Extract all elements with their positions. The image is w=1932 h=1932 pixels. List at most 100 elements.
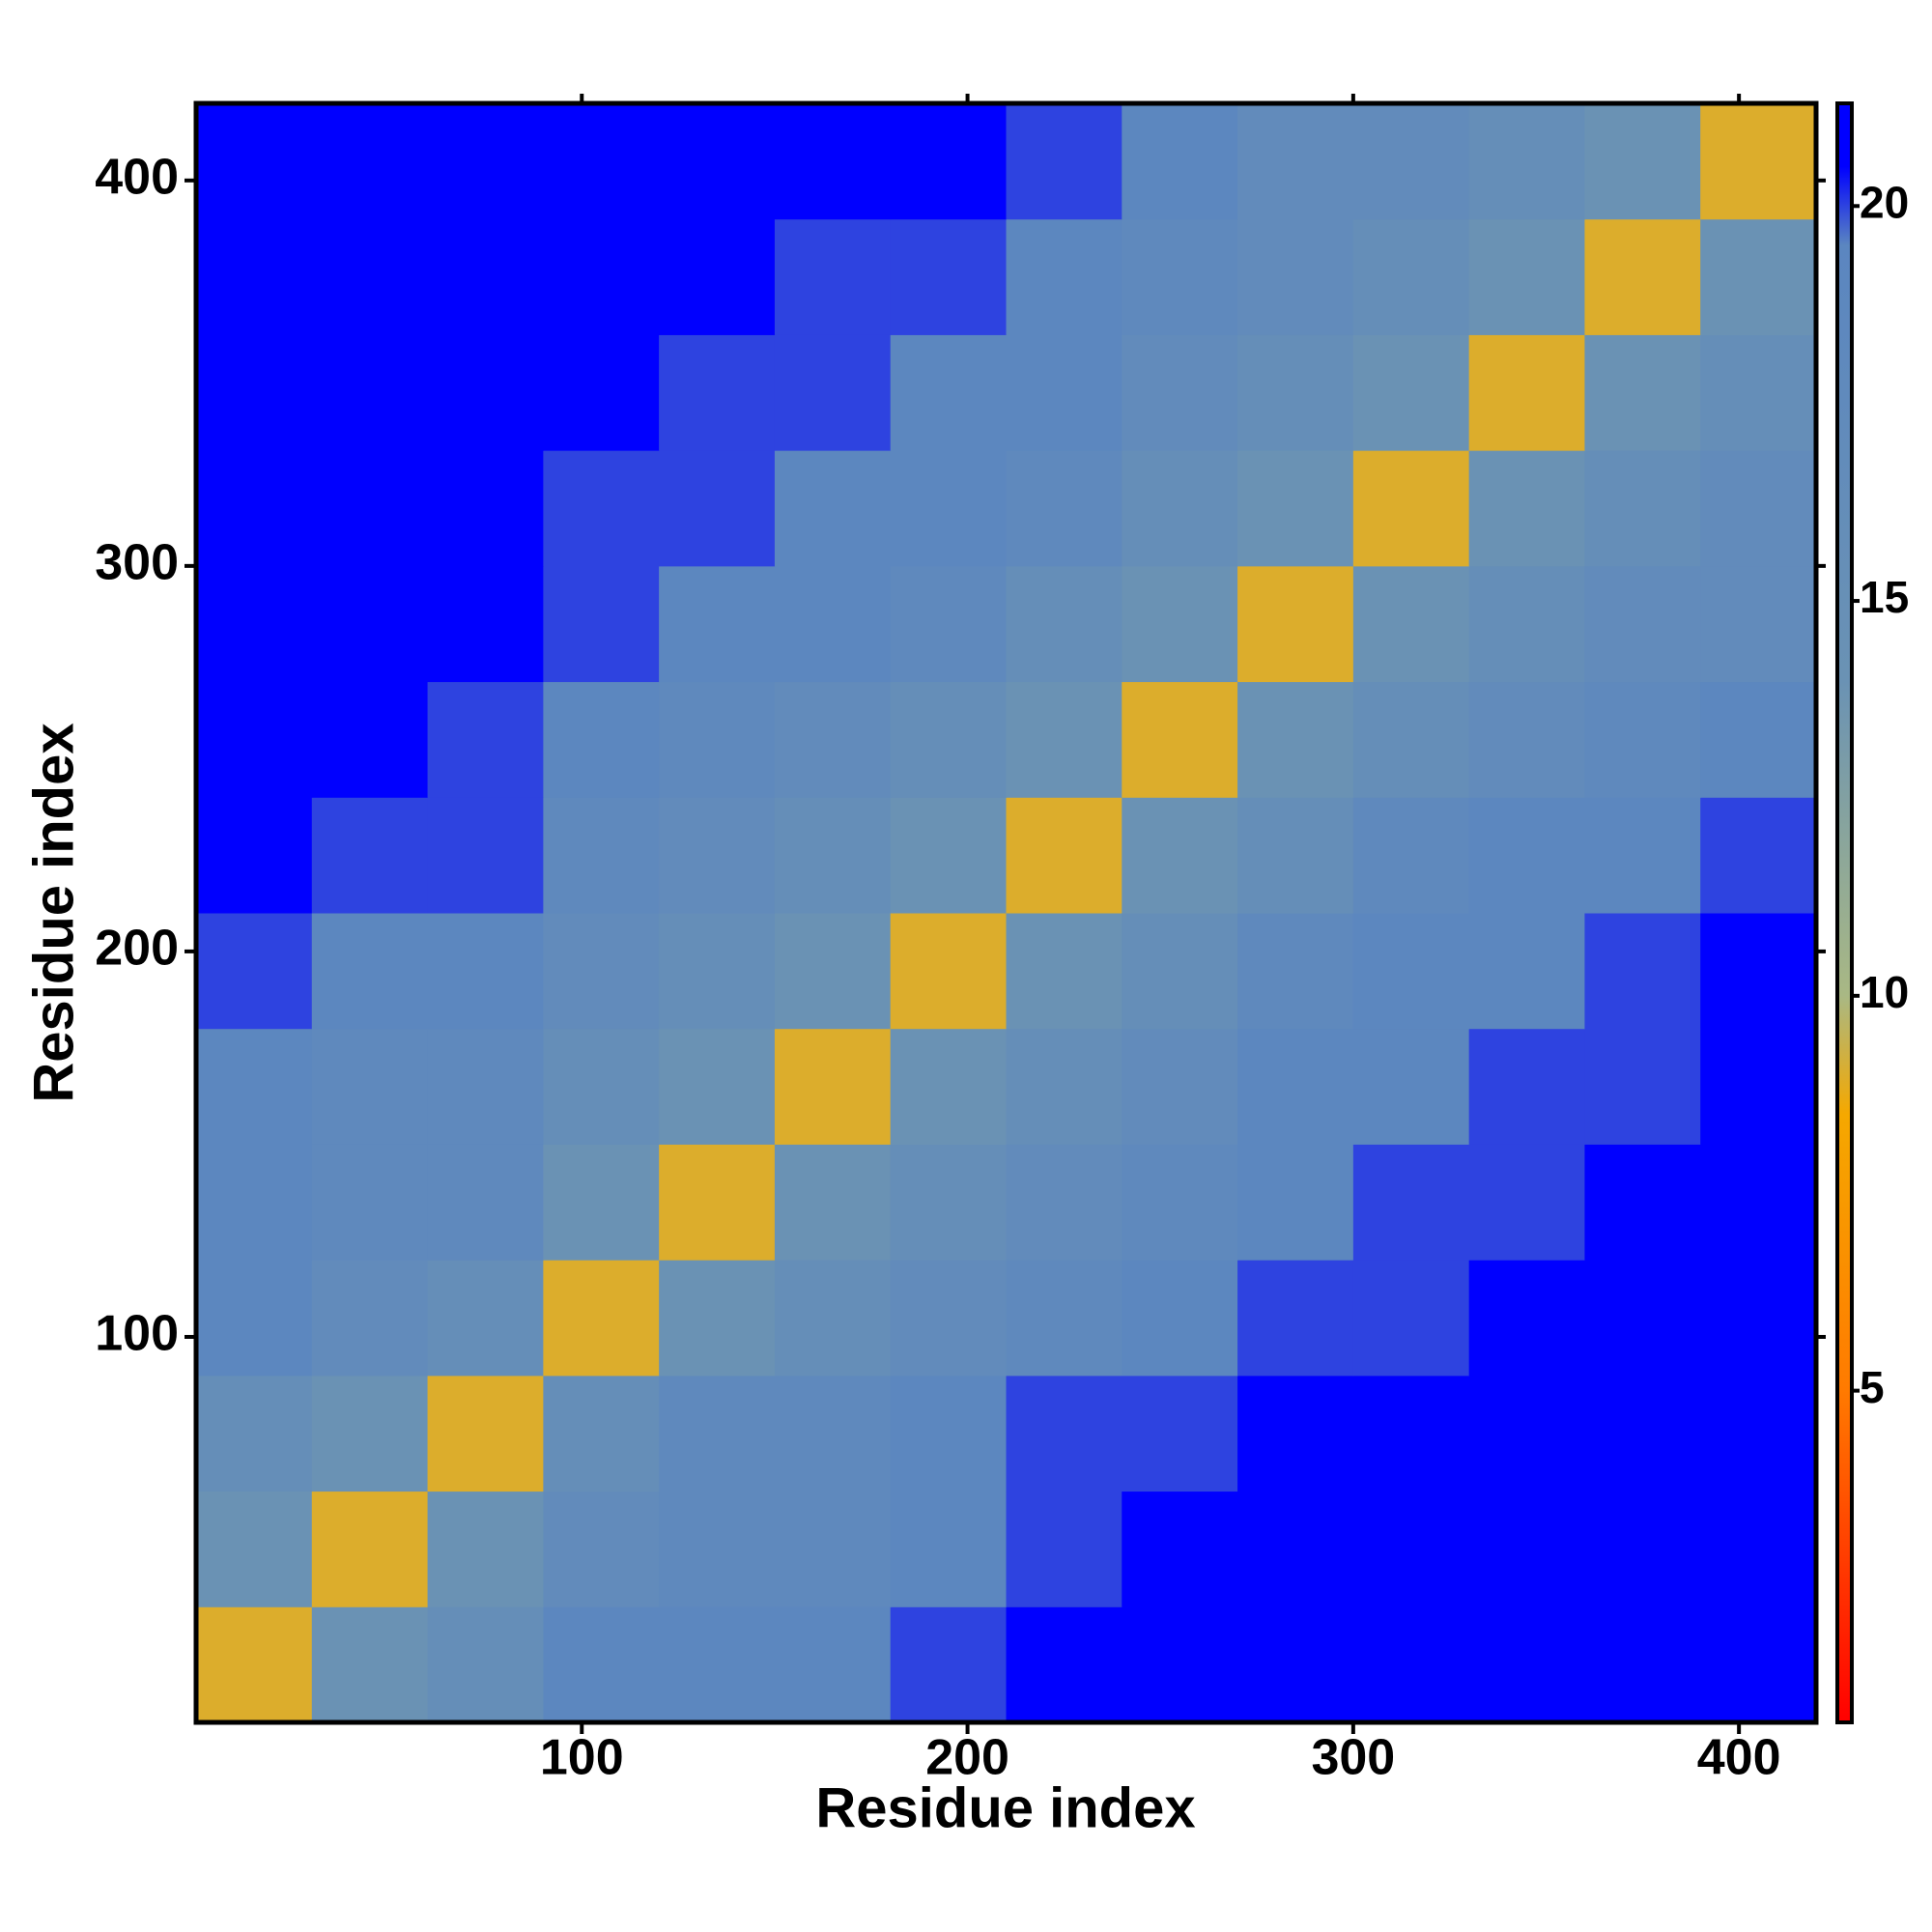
heatmap-cell bbox=[427, 1375, 544, 1492]
heatmap-cell bbox=[196, 218, 313, 335]
heatmap-cell bbox=[1006, 103, 1122, 220]
heatmap-cell bbox=[1237, 1144, 1354, 1261]
heatmap-cell bbox=[1006, 334, 1122, 451]
y-axis-title: Residue index bbox=[22, 723, 85, 1102]
heatmap-cell bbox=[890, 797, 1007, 914]
heatmap-cell bbox=[1006, 913, 1122, 1030]
heatmap-cell bbox=[774, 103, 892, 220]
heatmap-cell bbox=[1700, 1375, 1817, 1492]
heatmap-cell bbox=[1006, 218, 1122, 335]
heatmap-cell bbox=[1006, 1491, 1122, 1607]
heatmap-cell bbox=[1122, 1260, 1238, 1377]
heatmap-cell bbox=[196, 797, 313, 914]
heatmap-cell bbox=[1584, 1028, 1701, 1145]
heatmap-cell bbox=[1468, 681, 1585, 798]
heatmap-cell bbox=[1352, 681, 1470, 798]
heatmap-cell bbox=[311, 103, 429, 220]
y-tick-label: 300 bbox=[95, 535, 179, 591]
heatmap-cell bbox=[1352, 334, 1470, 451]
heatmap-cell bbox=[890, 1028, 1007, 1145]
colorbar bbox=[1835, 101, 1854, 1724]
heatmap-cell bbox=[1237, 1375, 1354, 1492]
heatmap-cell bbox=[311, 1606, 429, 1723]
heatmap-cell bbox=[311, 1375, 429, 1492]
y-tick-label: 100 bbox=[95, 1306, 179, 1362]
x-tick-label: 100 bbox=[540, 1730, 624, 1786]
heatmap-cell bbox=[890, 1491, 1007, 1607]
colorbar-tick-label: 20 bbox=[1860, 177, 1909, 227]
heatmap-cell bbox=[1468, 565, 1585, 683]
heatmap-cell bbox=[196, 1144, 313, 1261]
heatmap-cell bbox=[890, 103, 1007, 220]
heatmap-cell bbox=[659, 913, 776, 1030]
heatmap-cell bbox=[1700, 1028, 1817, 1145]
heatmap-cell bbox=[890, 1144, 1007, 1261]
heatmap-cell bbox=[1352, 218, 1470, 335]
heatmap-cell bbox=[311, 218, 429, 335]
heatmap-cell bbox=[1468, 334, 1585, 451]
heatmap-cell bbox=[427, 450, 544, 567]
heatmap-cell bbox=[427, 334, 544, 451]
heatmap-cell bbox=[1468, 1260, 1585, 1377]
heatmap-cell bbox=[1700, 103, 1817, 220]
heatmap-cell bbox=[1352, 1028, 1470, 1145]
heatmap-cell bbox=[1584, 218, 1701, 335]
heatmap-cell bbox=[543, 797, 660, 914]
heatmap-cell bbox=[1122, 1144, 1238, 1261]
heatmap-cell bbox=[196, 913, 313, 1030]
heatmap-cell bbox=[1584, 1260, 1701, 1377]
heatmap-cell bbox=[543, 565, 660, 683]
heatmap-cell bbox=[774, 1491, 892, 1607]
heatmap-cell bbox=[774, 681, 892, 798]
y-tick-label: 200 bbox=[95, 921, 179, 977]
heatmap-cell bbox=[774, 218, 892, 335]
heatmap-cell bbox=[311, 1028, 429, 1145]
heatmap-cell bbox=[890, 681, 1007, 798]
heatmap-cell bbox=[1006, 797, 1122, 914]
heatmap-cell bbox=[774, 1144, 892, 1261]
colorbar-tick-label: 15 bbox=[1860, 572, 1909, 622]
heatmap-cell bbox=[427, 103, 544, 220]
heatmap-cell bbox=[543, 1260, 660, 1377]
heatmap-cell bbox=[659, 103, 776, 220]
heatmap-cell bbox=[196, 1375, 313, 1492]
heatmap-cell bbox=[543, 1606, 660, 1723]
heatmap-cell bbox=[1700, 1491, 1817, 1607]
heatmap-cell bbox=[1352, 565, 1470, 683]
colorbar-tick-label: 10 bbox=[1860, 967, 1909, 1017]
plot-frame bbox=[193, 100, 1819, 1725]
heatmap-cell bbox=[1006, 1375, 1122, 1492]
heatmap-cell bbox=[311, 797, 429, 914]
heatmap-cell bbox=[427, 681, 544, 798]
heatmap-cell bbox=[196, 334, 313, 451]
y-tick-label: 400 bbox=[95, 150, 179, 206]
heatmap-cell bbox=[1700, 334, 1817, 451]
heatmap-cell bbox=[1352, 1375, 1470, 1492]
heatmap-cell bbox=[890, 913, 1007, 1030]
heatmap-cell bbox=[1700, 1260, 1817, 1377]
x-axis-title: Residue index bbox=[815, 1776, 1195, 1839]
heatmap-cell bbox=[1584, 103, 1701, 220]
heatmap-cell bbox=[1352, 797, 1470, 914]
heatmap-cell bbox=[659, 565, 776, 683]
heatmap-cell bbox=[427, 1606, 544, 1723]
heatmap-cell bbox=[427, 1491, 544, 1607]
heatmap-cell bbox=[1122, 334, 1238, 451]
heatmap-cell bbox=[659, 1375, 776, 1492]
heatmap-cell bbox=[1006, 1606, 1122, 1723]
heatmap-cell bbox=[1352, 913, 1470, 1030]
heatmap-cell bbox=[1584, 1144, 1701, 1261]
heatmap-cell bbox=[311, 334, 429, 451]
heatmap-cell bbox=[543, 1144, 660, 1261]
heatmap-cell bbox=[1122, 1028, 1238, 1145]
heatmap-cell bbox=[1237, 1028, 1354, 1145]
heatmap-cell bbox=[1006, 450, 1122, 567]
heatmap-cell bbox=[1700, 565, 1817, 683]
heatmap-cell bbox=[890, 1375, 1007, 1492]
heatmap-cell bbox=[543, 681, 660, 798]
heatmap-cell bbox=[1584, 1606, 1701, 1723]
heatmap-cell bbox=[659, 218, 776, 335]
heatmap-cell bbox=[543, 913, 660, 1030]
heatmap-cell bbox=[196, 681, 313, 798]
heatmap-cell bbox=[543, 103, 660, 220]
